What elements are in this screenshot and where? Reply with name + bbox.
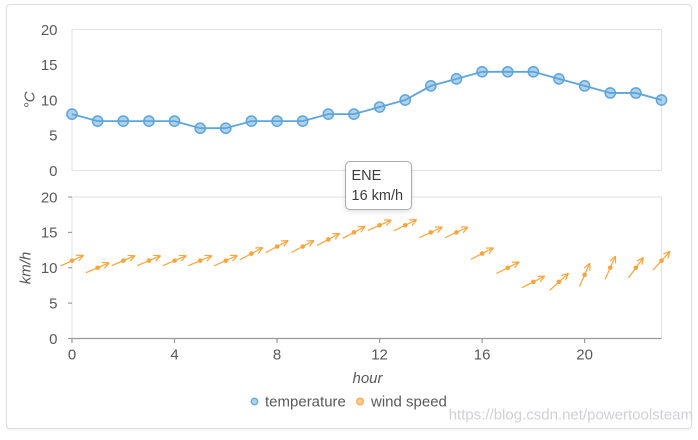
svg-text:km/h: km/h [18, 252, 35, 285]
svg-text:20: 20 [576, 347, 593, 364]
svg-text:temperature: temperature [265, 394, 346, 411]
svg-text:5: 5 [49, 295, 57, 312]
svg-text:20: 20 [41, 22, 58, 39]
svg-text:8: 8 [273, 347, 281, 364]
svg-text:20: 20 [41, 189, 58, 206]
svg-text:0: 0 [68, 347, 76, 364]
svg-text:hour: hour [352, 370, 383, 387]
svg-text:12: 12 [371, 347, 388, 364]
svg-text:16: 16 [474, 347, 491, 364]
svg-text:https://blog.csdn.net/powertoo: https://blog.csdn.net/powertoolsteam [449, 407, 693, 424]
svg-text:4: 4 [170, 347, 178, 364]
svg-text:0: 0 [49, 163, 57, 180]
svg-text:15: 15 [41, 57, 58, 74]
svg-text:°C: °C [22, 91, 39, 108]
svg-text:15: 15 [41, 225, 58, 242]
svg-text:10: 10 [41, 260, 58, 277]
svg-text:10: 10 [41, 92, 58, 109]
svg-text:0: 0 [49, 331, 57, 348]
svg-text:5: 5 [49, 128, 57, 145]
svg-text:wind speed: wind speed [370, 394, 447, 411]
